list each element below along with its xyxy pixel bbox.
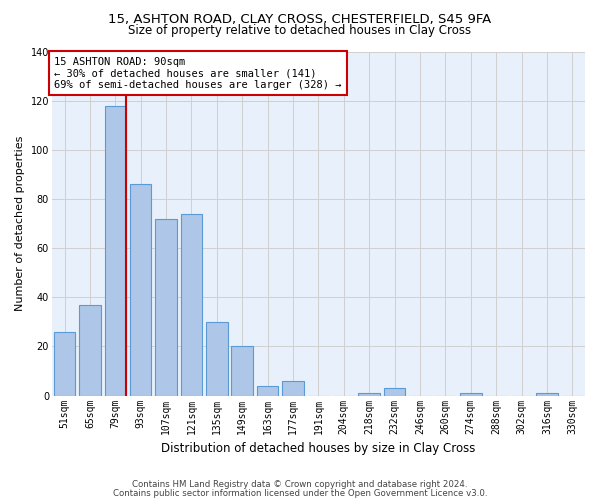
Bar [206, 322, 227, 396]
Bar [181, 214, 202, 396]
Bar [460, 393, 482, 396]
Text: 15, ASHTON ROAD, CLAY CROSS, CHESTERFIELD, S45 9FA: 15, ASHTON ROAD, CLAY CROSS, CHESTERFIEL… [109, 12, 491, 26]
Bar [257, 386, 278, 396]
Bar [282, 381, 304, 396]
Bar [79, 304, 101, 396]
Text: Contains public sector information licensed under the Open Government Licence v3: Contains public sector information licen… [113, 490, 487, 498]
Bar [358, 393, 380, 396]
Text: Contains HM Land Registry data © Crown copyright and database right 2024.: Contains HM Land Registry data © Crown c… [132, 480, 468, 489]
Bar [536, 393, 558, 396]
Bar [104, 106, 126, 396]
Bar [232, 346, 253, 396]
Bar [130, 184, 151, 396]
Bar [54, 332, 76, 396]
Bar [155, 218, 177, 396]
Text: 15 ASHTON ROAD: 90sqm
← 30% of detached houses are smaller (141)
69% of semi-det: 15 ASHTON ROAD: 90sqm ← 30% of detached … [55, 56, 342, 90]
X-axis label: Distribution of detached houses by size in Clay Cross: Distribution of detached houses by size … [161, 442, 476, 455]
Y-axis label: Number of detached properties: Number of detached properties [15, 136, 25, 312]
Text: Size of property relative to detached houses in Clay Cross: Size of property relative to detached ho… [128, 24, 472, 37]
Bar [384, 388, 406, 396]
